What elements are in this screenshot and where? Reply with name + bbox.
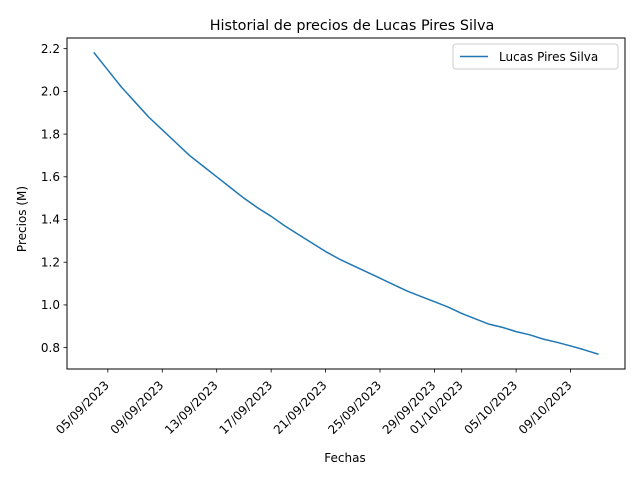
plot-area [93, 51, 599, 355]
y-tick-label: 1.2 [41, 255, 60, 269]
y-tick-label: 2.2 [41, 42, 60, 56]
legend-label: Lucas Pires Silva [499, 50, 598, 64]
chart-title: Historial de precios de Lucas Pires Silv… [210, 18, 495, 34]
y-tick-label: 1.6 [41, 170, 60, 184]
legend: Lucas Pires Silva [452, 43, 619, 70]
y-tick-label: 2.0 [41, 85, 60, 99]
y-axis: 0.8 1.0 1.2 1.4 1.6 1.8 2.0 2.2 [41, 42, 67, 355]
y-axis-label: Precios (M) [15, 186, 29, 252]
y-tick-label: 1.4 [41, 213, 60, 227]
y-tick-label: 1.0 [41, 298, 60, 312]
y-tick-label: 1.8 [41, 127, 60, 141]
axes-frame [66, 37, 626, 370]
legend-box [452, 43, 619, 70]
series-line-0 [93, 51, 599, 355]
y-tick-label: 0.8 [41, 341, 60, 355]
x-axis-label: Fechas [324, 451, 365, 465]
